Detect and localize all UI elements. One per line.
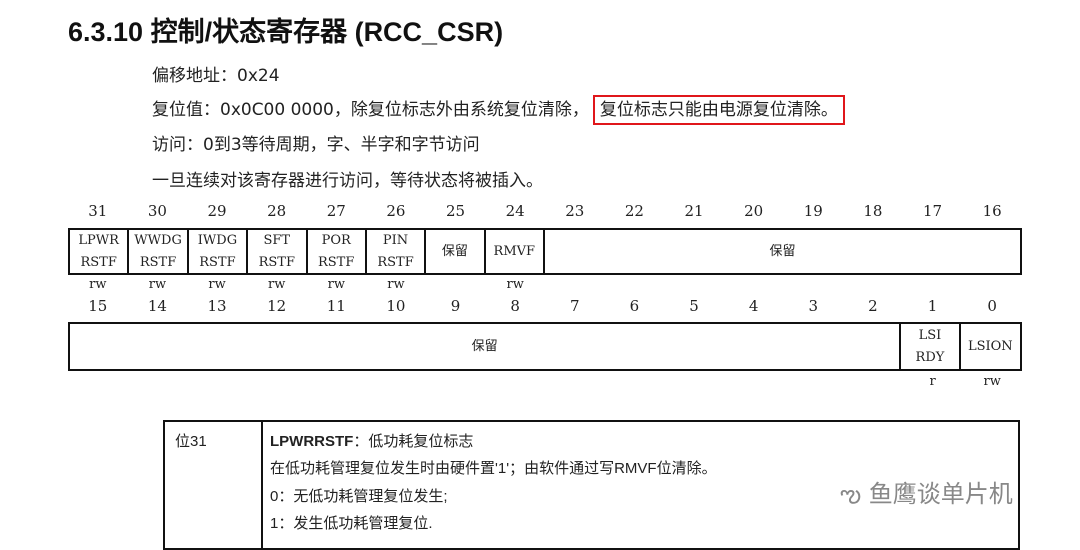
bit-number: 位31 — [175, 433, 207, 450]
access-type: rw — [89, 277, 107, 292]
bit-number: 18 — [863, 202, 883, 220]
access-type: rw — [148, 277, 167, 292]
register-lower: 保留 LSI RDY LSION — [68, 322, 1022, 371]
access-info: 访问：0到3等待周期，字、半字和字节访问 — [152, 135, 480, 155]
bit-number: 13 — [207, 297, 227, 315]
bit-number: 4 — [748, 297, 759, 315]
bit-number: 6 — [629, 297, 640, 315]
bit-number: 26 — [386, 202, 406, 220]
access-type: r — [929, 374, 936, 389]
bit-number: 15 — [88, 297, 108, 315]
bit-number: 31 — [88, 202, 108, 220]
register-field: SFT RSTF — [248, 230, 308, 273]
bit-number: 1 — [927, 297, 938, 315]
bit-number: 8 — [510, 297, 520, 315]
access-type: rw — [208, 277, 226, 292]
bit-number: 23 — [565, 202, 585, 220]
wait-state-info: 一旦连续对该寄存器进行访问，等待状态将被插入。 — [152, 171, 543, 191]
desc-line: 0：无低功耗管理复位发生; — [270, 488, 448, 505]
register-field: LPWR RSTF — [70, 230, 130, 273]
bit-number: 0 — [987, 297, 997, 315]
bit-number: 27 — [326, 202, 346, 220]
reset-value: 复位值：0x0C00 0000，除复位标志外由系统复位清除， 复位标志只能由电源复… — [152, 95, 845, 125]
access-type: rw — [983, 374, 1001, 389]
bit-number: 21 — [684, 202, 704, 220]
bit-number: 14 — [147, 297, 167, 315]
bit-number: 22 — [624, 202, 644, 220]
highlighted-note: 复位标志只能由电源复位清除。 — [592, 95, 845, 125]
desc-line: 1：发生低功耗管理复位. — [270, 515, 433, 532]
bit-number: 3 — [808, 297, 819, 315]
section-title: 6.3.10 控制/状态寄存器 (RCC_CSR) — [68, 17, 504, 47]
reset-value-text: 复位值：0x0C00 0000，除复位标志外由系统复位清除， — [152, 100, 589, 120]
wechat-icon: ఌ — [840, 480, 869, 508]
register-field: WWDG RSTF — [129, 230, 189, 273]
register-field: LSI RDY — [901, 324, 961, 369]
bit-number: 30 — [147, 202, 167, 220]
bit-number: 2 — [868, 297, 878, 315]
bit-number: 17 — [923, 202, 943, 220]
register-field: LSION — [967, 338, 1013, 354]
offset-address: 偏移地址：0x24 — [152, 66, 280, 86]
register-field: PIN RSTF — [367, 230, 427, 273]
bit-number: 12 — [267, 297, 287, 315]
bit-field-title: LPWRRSTF：低功耗复位标志 — [270, 430, 473, 451]
bit-number: 29 — [207, 202, 227, 220]
register-field: 保留 — [70, 324, 902, 369]
register-field: 保留 — [769, 243, 796, 259]
bit-number: 24 — [505, 202, 525, 220]
register-upper: LPWR RSTF WWDG RSTF IWDG RSTF SFT RSTF POR RSTF PI… — [68, 228, 1022, 275]
bit-number: 9 — [450, 297, 461, 315]
bit-number: 7 — [570, 297, 580, 315]
register-field: IWDG RSTF — [189, 230, 249, 273]
bit-number: 5 — [689, 297, 699, 315]
watermark: ఌ 鱼鹰谈单片机 — [840, 474, 1013, 514]
access-type: rw — [387, 277, 405, 292]
watermark-text: 鱼鹰谈单片机 — [868, 480, 1013, 508]
register-field: 保留 — [426, 230, 486, 273]
bit-number: 11 — [326, 297, 346, 315]
bit-number: 20 — [744, 202, 764, 220]
access-type: rw — [268, 277, 286, 292]
bit-number: 19 — [803, 202, 823, 220]
bit-number: 28 — [267, 202, 287, 220]
bit-number: 16 — [982, 202, 1002, 220]
register-field: RMVF — [486, 230, 545, 273]
access-type: rw — [506, 277, 524, 292]
register-field: POR RSTF — [308, 230, 367, 273]
desc-line: 在低功耗管理复位发生时由硬件置'1'；由软件通过写RMVF位清除。 — [270, 460, 717, 477]
bit-field-desc: ：低功耗复位标志 — [353, 433, 474, 450]
bit-number: 25 — [446, 202, 466, 220]
access-type: rw — [327, 277, 345, 292]
bit-number: 10 — [386, 297, 406, 315]
bit-field-name: LPWRRSTF — [270, 433, 354, 450]
